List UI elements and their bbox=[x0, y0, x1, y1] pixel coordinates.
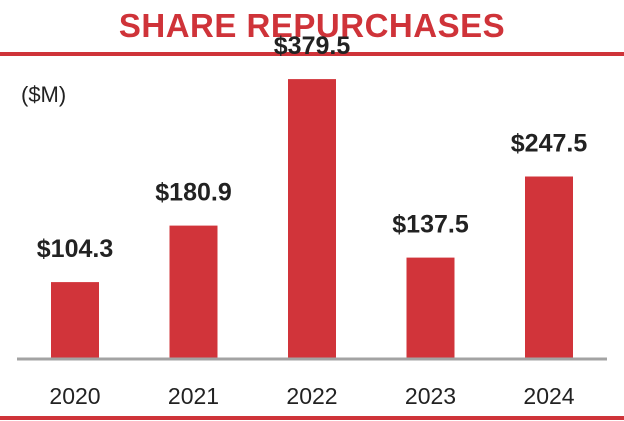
bottom-divider bbox=[0, 416, 624, 420]
x-tick-label-2021: 2021 bbox=[168, 383, 219, 409]
x-tick-label-2020: 2020 bbox=[49, 383, 100, 409]
value-labels-layer: $104.3 $180.9 $379.5 $137.5 $247.5 bbox=[37, 32, 588, 263]
value-label-2020: $104.3 bbox=[37, 235, 113, 263]
bar-2020 bbox=[51, 282, 99, 359]
value-label-2021: $180.9 bbox=[155, 179, 231, 207]
bar-2022 bbox=[288, 79, 336, 359]
bar-2021 bbox=[169, 225, 218, 359]
title-divider bbox=[0, 52, 624, 56]
value-label-2022: $379.5 bbox=[274, 32, 351, 60]
bar-2024 bbox=[525, 176, 573, 359]
value-label-2023: $137.5 bbox=[392, 211, 469, 239]
bar-2023 bbox=[406, 257, 455, 359]
unit-label: ($M) bbox=[21, 82, 67, 107]
bars-layer bbox=[51, 79, 573, 359]
x-tick-label-2024: 2024 bbox=[523, 383, 574, 409]
chart-title: SHARE REPURCHASES bbox=[118, 7, 506, 44]
x-tick-labels-layer: 2020 2021 2022 2023 2024 bbox=[49, 383, 574, 409]
value-label-2024: $247.5 bbox=[511, 130, 588, 158]
x-tick-label-2023: 2023 bbox=[405, 383, 456, 409]
x-tick-label-2022: 2022 bbox=[286, 383, 337, 409]
